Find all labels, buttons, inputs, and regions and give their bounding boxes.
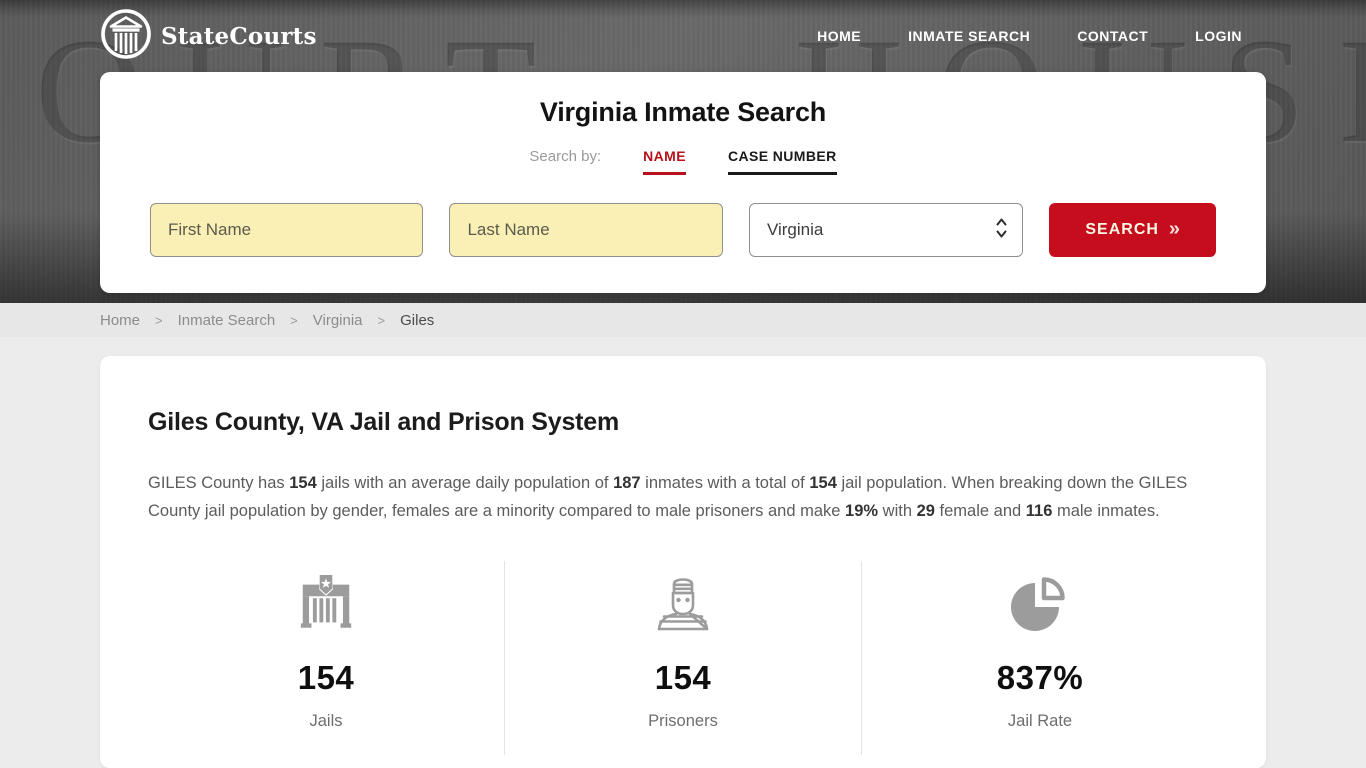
search-button[interactable]: SEARCH » [1049,203,1217,257]
breadcrumb: Home > Inmate Search > Virginia > Giles [0,303,1366,337]
nav-contact[interactable]: CONTACT [1077,28,1149,44]
chevron-right-icon: > [377,312,386,328]
tab-name[interactable]: NAME [643,148,686,175]
stat-value: 154 [297,659,355,696]
page-title: Giles County, VA Jail and Prison System [148,408,620,436]
breadcrumb-virginia[interactable]: Virginia [312,311,363,329]
county-content-card: Giles County, VA Jail and Prison System … [100,356,1266,768]
stat-jail-rate: 837% Jail Rate [861,561,1218,755]
nav-home[interactable]: HOME [817,28,862,44]
top-navigation-bar: StateCourts HOME INMATE SEARCH CONTACT L… [0,0,1366,72]
brand-logo-link[interactable]: StateCourts [100,8,317,65]
stat-prisoners: 154 Prisoners [504,561,861,755]
pie-chart-icon [862,573,1218,639]
stat-label: Jails [309,712,343,730]
stat-value: 837% [996,659,1084,696]
search-card-title: Virginia Inmate Search [539,97,827,127]
courthouse-logo-icon [100,8,152,65]
tab-case-number[interactable]: CASE NUMBER [727,148,837,175]
chevron-right-icon: > [290,312,298,328]
search-form: Virginia SEARCH » [150,203,1217,257]
last-name-input[interactable] [449,203,723,257]
county-summary-text: GILES County has 154 jails with an avera… [148,474,1188,520]
double-chevron-right-icon: » [1168,218,1181,240]
nav-inmate-search[interactable]: INMATE SEARCH [908,28,1031,44]
search-button-label: SEARCH [1085,221,1159,238]
state-select[interactable]: Virginia [748,203,1024,257]
breadcrumb-current-giles: Giles [400,311,435,329]
stat-value: 154 [654,659,712,696]
brand-name: StateCourts [161,22,317,50]
hero-banner: COURT · HOUSE StateCourts [0,0,1366,303]
county-stats-row: 154 Jails 154 Prisoners [148,561,1218,755]
search-tabs: Search by: NAME CASE NUMBER [100,148,1266,175]
stat-label: Jail Rate [1007,712,1073,730]
prisoner-icon [505,573,861,639]
breadcrumb-inmate-search[interactable]: Inmate Search [177,311,276,329]
first-name-input[interactable] [150,203,424,257]
inmate-search-card: Virginia Inmate Search Search by: NAME C… [100,72,1266,293]
stat-label: Prisoners [648,712,718,730]
breadcrumb-home[interactable]: Home [100,311,141,329]
select-stepper-icon [995,216,1008,245]
chevron-right-icon: > [155,312,163,328]
state-select-value: Virginia [766,220,824,239]
jail-building-icon [148,573,504,639]
nav-login[interactable]: LOGIN [1195,28,1242,44]
stat-jails: 154 Jails [148,561,504,755]
main-nav: HOME INMATE SEARCH CONTACT LOGIN [817,28,1242,44]
search-by-label: Search by: [529,148,602,165]
